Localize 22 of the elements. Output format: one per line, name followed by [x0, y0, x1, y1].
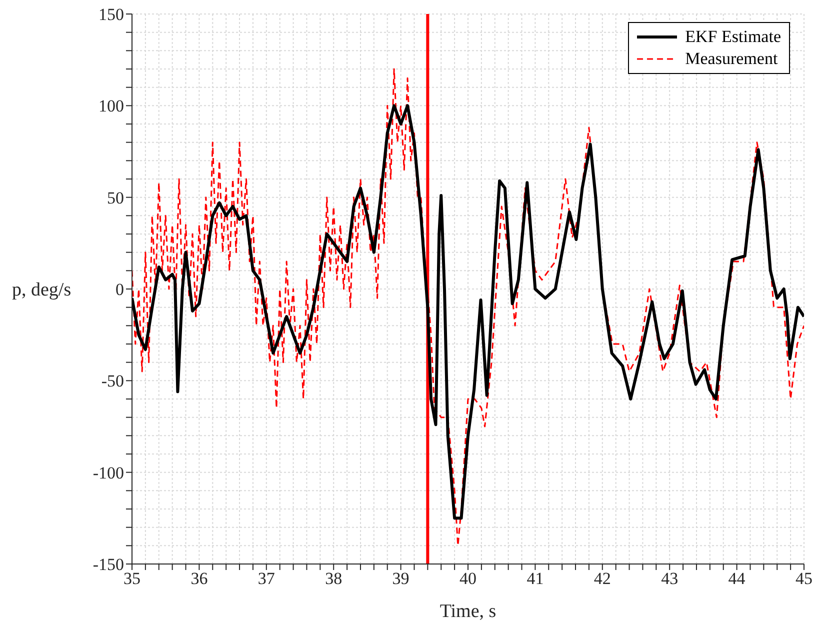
x-tick-label: 39 [392, 569, 410, 588]
y-tick-label: 100 [98, 96, 124, 116]
x-tick-label: 42 [594, 569, 611, 588]
y-tick-label: 150 [98, 5, 124, 24]
x-tick-label: 41 [526, 569, 544, 588]
y-tick-label: 50 [107, 188, 124, 208]
x-tick-label: 40 [460, 569, 476, 588]
x-tick-label: 45 [796, 569, 812, 588]
legend-label: EKF Estimate [685, 26, 781, 48]
y-tick-label: -50 [101, 372, 124, 391]
legend-label: Measurement [685, 48, 778, 70]
y-tick-label: -100 [92, 463, 124, 482]
y-tick-label: 0 [116, 280, 124, 300]
y-axis-title: p, deg/s [12, 280, 72, 301]
x-tick-label: 43 [661, 569, 678, 588]
x-tick-label: 35 [124, 569, 140, 588]
x-tick-label: 36 [190, 569, 208, 588]
x-tick-label: 44 [728, 569, 746, 588]
y-tick-label: -150 [92, 555, 124, 574]
x-axis-title: Time, s [440, 601, 496, 622]
x-tick-label: 38 [325, 569, 342, 588]
x-tick-label: 37 [258, 569, 276, 588]
